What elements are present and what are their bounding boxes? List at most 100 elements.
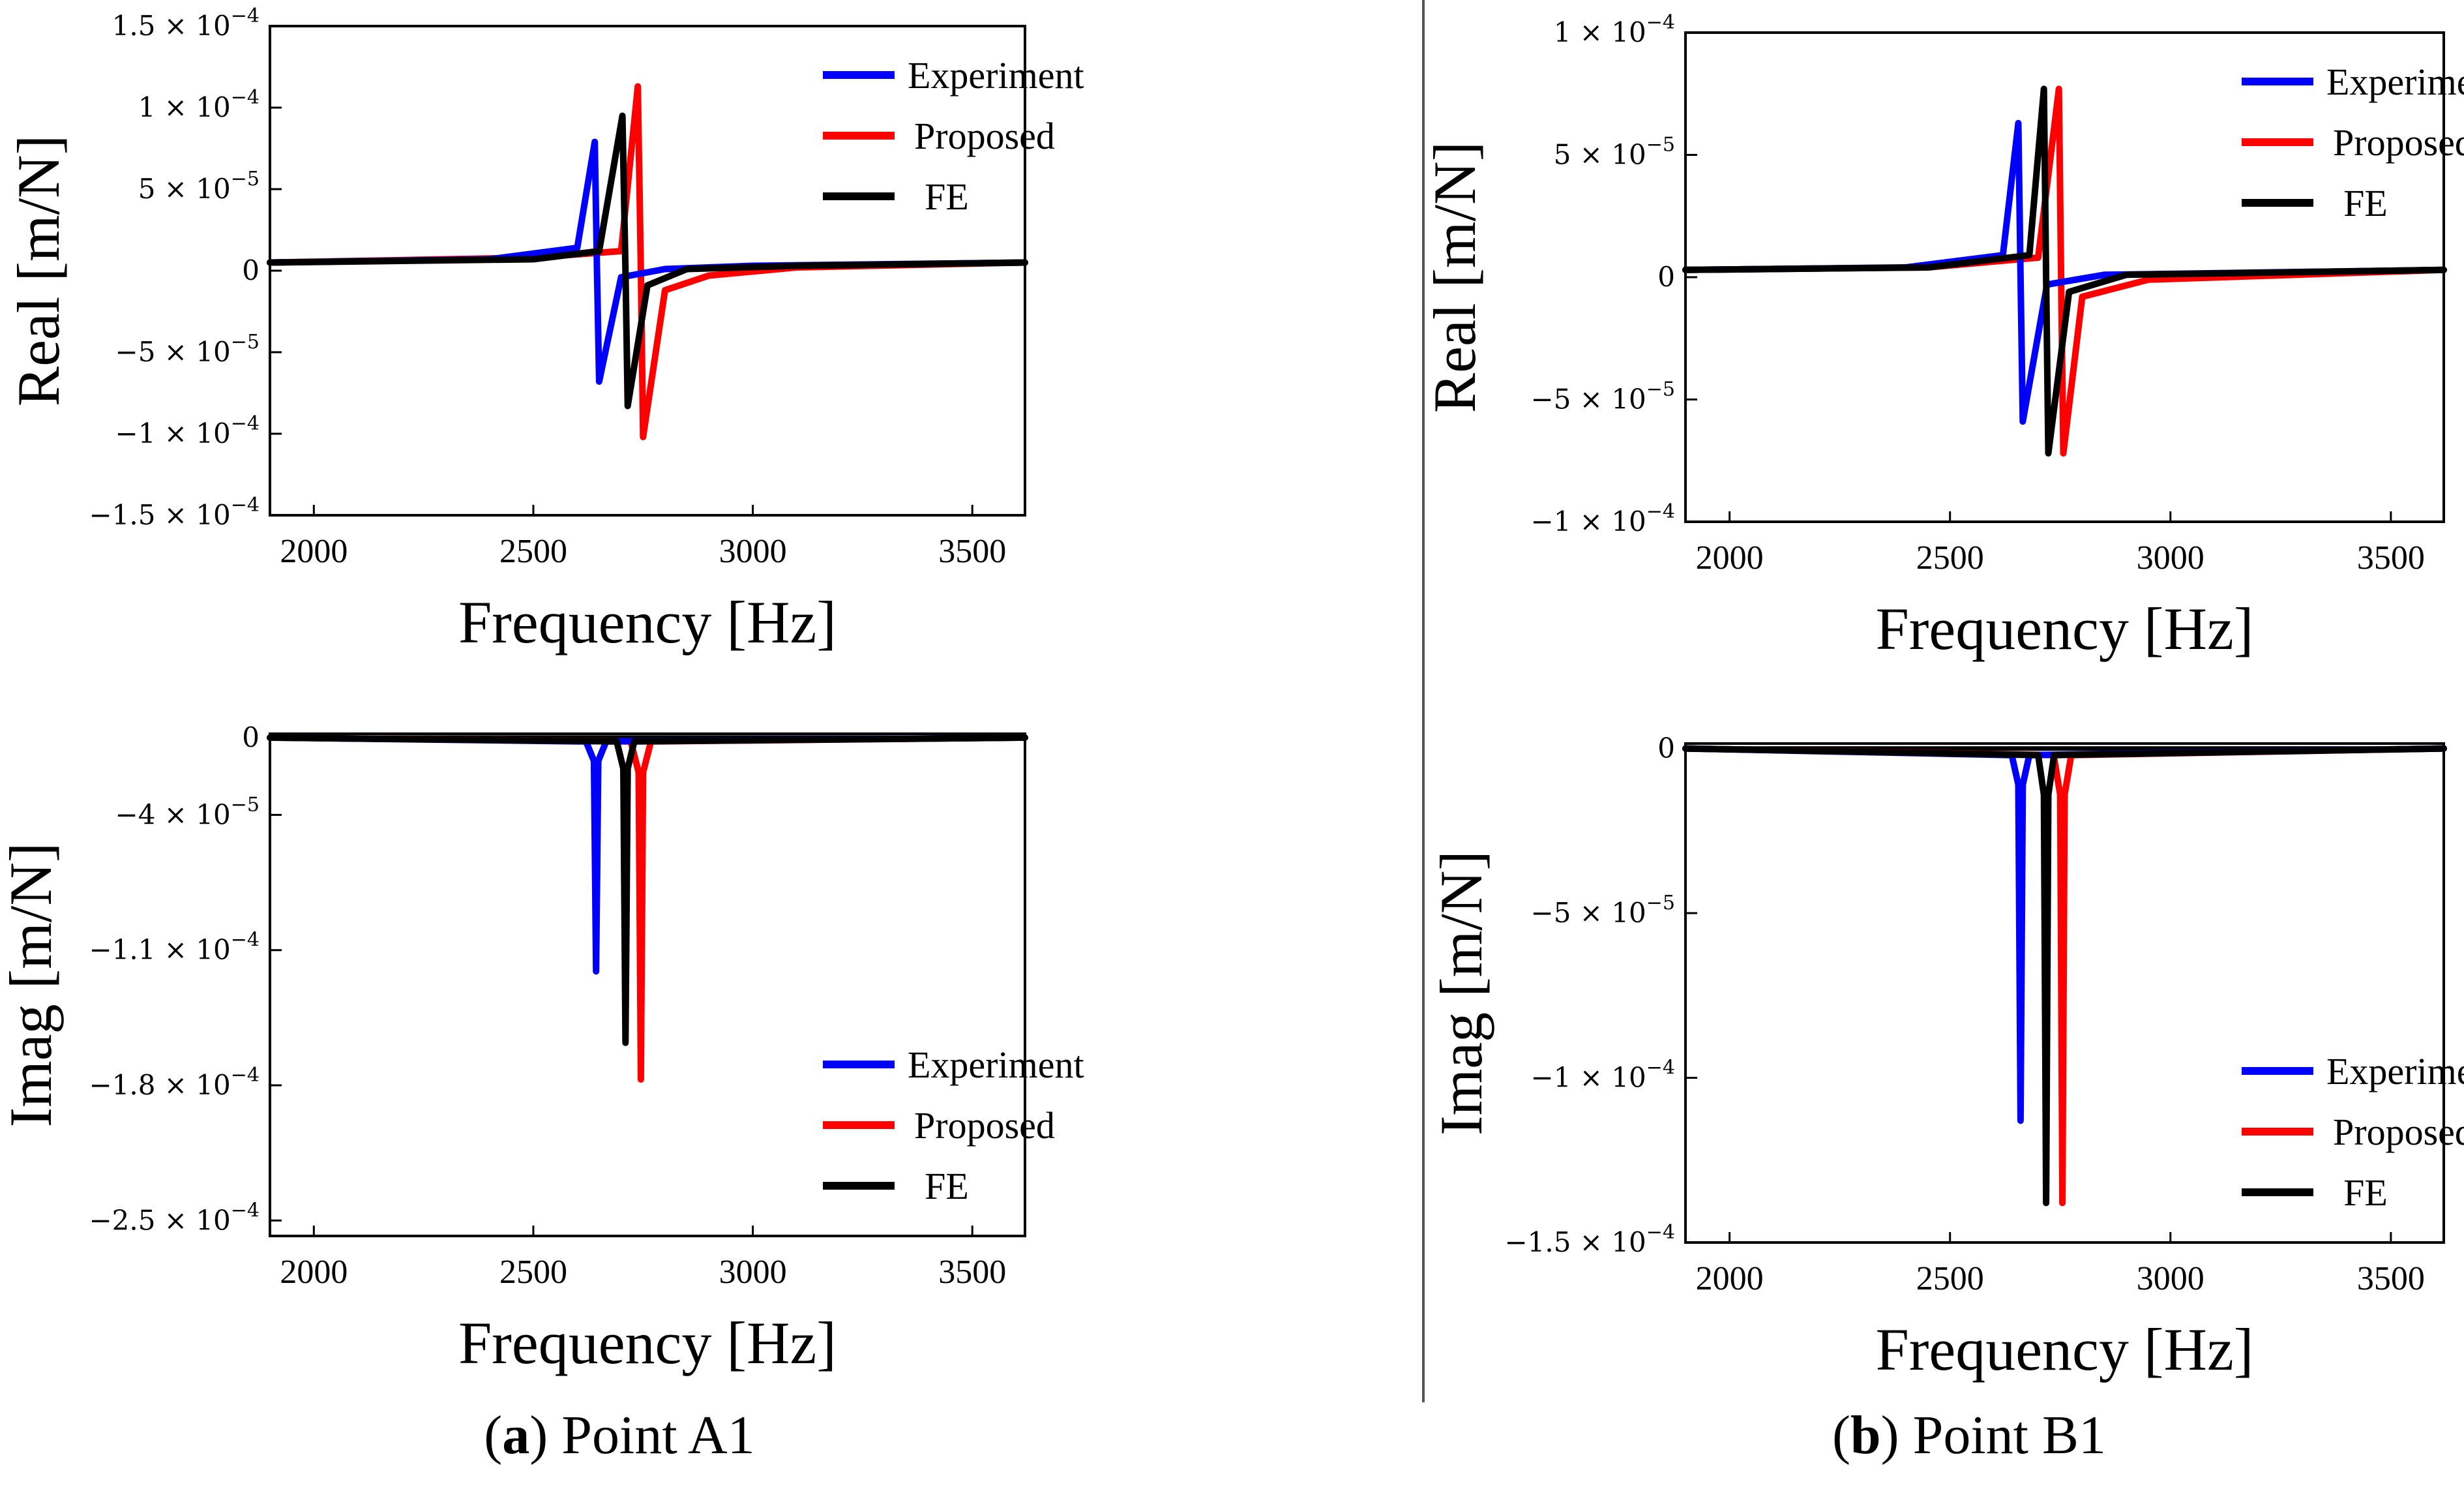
series-line-fe [1682, 745, 2447, 1207]
y-tick-mantissa: −1.5 × 10 [1504, 1226, 1646, 1258]
y-tick-label: 1 × 10−4 [1554, 11, 1675, 48]
series-line-proposed [267, 734, 1028, 1083]
y-tick-mantissa: 5 × 10 [138, 173, 231, 205]
caption-a-text: Point A1 [548, 1405, 754, 1466]
legend-label-fe: FE [2343, 182, 2388, 224]
x-tick-label: 3000 [719, 533, 787, 570]
y-tick-mantissa: 1 × 10 [138, 91, 231, 123]
y-tick-exponent: −4 [231, 1064, 260, 1087]
x-tick-label: 2500 [499, 1254, 567, 1291]
y-axis-label: Imag [m/N] [0, 843, 64, 1128]
x-axis-label: Frequency [Hz] [1876, 1316, 2254, 1383]
y-tick-label: 1 × 10−4 [138, 86, 260, 123]
x-tick-label: 2500 [499, 533, 567, 570]
legend-label-experiment: Experiment [2326, 1050, 2464, 1092]
y-tick-exponent: −4 [231, 929, 260, 952]
y-tick-exponent: −5 [1646, 134, 1675, 157]
y-tick-exponent: −4 [231, 86, 260, 109]
y-tick-mantissa: 1 × 10 [1554, 16, 1646, 48]
x-tick-label: 2000 [1696, 539, 1764, 577]
y-tick-mantissa: −1 × 10 [1531, 1062, 1646, 1094]
y-tick-label: −1.5 × 10−4 [89, 494, 260, 531]
y-tick-label: 0 [1657, 261, 1675, 293]
y-tick-label: 5 × 10−5 [1554, 134, 1675, 171]
x-axis-label: Frequency [Hz] [458, 1310, 837, 1376]
x-tick-label: 3000 [719, 1254, 787, 1291]
series-line-fe [1682, 85, 2447, 457]
y-tick-exponent: −4 [231, 1199, 260, 1222]
y-tick-label: 0 [242, 254, 260, 286]
y-tick-exponent: −5 [231, 168, 260, 190]
y-tick-label: −4 × 10−5 [115, 793, 260, 830]
y-tick-label: −5 × 10−5 [1531, 378, 1675, 415]
series-line-fe [267, 112, 1028, 410]
y-tick-label: −1.5 × 10−4 [1504, 1221, 1675, 1258]
y-tick-mantissa: 1.5 × 10 [112, 10, 231, 42]
y-axis-label: Imag [m/N] [1428, 851, 1494, 1136]
caption-a-paren-close: ) [529, 1405, 548, 1466]
caption-b-text: Point B1 [1899, 1405, 2106, 1466]
legend-label-proposed: Proposed [2333, 121, 2464, 164]
caption-a: (a) Point A1 [484, 1405, 754, 1466]
y-tick-mantissa: −2.5 × 10 [89, 1204, 230, 1236]
x-tick-label: 3500 [938, 533, 1006, 570]
x-axis-label: Frequency [Hz] [458, 589, 837, 655]
y-tick-exponent: −5 [231, 331, 260, 354]
y-tick-label: −1.8 × 10−4 [89, 1064, 260, 1101]
y-axis-label: Real [m/N] [5, 135, 72, 406]
y-tick-label: −5 × 10−5 [1531, 892, 1675, 929]
caption-a-label: a [502, 1405, 529, 1466]
y-axis-label: Real [m/N] [1421, 142, 1488, 413]
x-tick-label: 3000 [2137, 539, 2204, 577]
y-tick-exponent: −4 [1646, 1221, 1675, 1244]
y-tick-mantissa: 5 × 10 [1554, 139, 1646, 171]
y-tick-mantissa: −1.5 × 10 [89, 499, 230, 531]
chart-a_imag: 0−4 × 10−5−1.1 × 10−4−1.8 × 10−4−2.5 × 1… [0, 721, 1084, 1376]
y-tick-mantissa: −1 × 10 [115, 417, 231, 449]
legend-label-fe: FE [925, 1165, 969, 1207]
y-tick-label: 0 [242, 721, 260, 753]
plot-frame [269, 732, 1026, 1237]
y-tick-label: −5 × 10−5 [115, 331, 260, 368]
y-tick-mantissa: −1.8 × 10 [89, 1069, 230, 1101]
caption-b-label: b [1850, 1405, 1881, 1466]
x-axis-label: Frequency [Hz] [1876, 595, 2254, 662]
y-tick-exponent: −4 [231, 412, 260, 435]
series-line-fe [267, 734, 1028, 1046]
chart-a_real: 1.5 × 10−41 × 10−45 × 10−50−5 × 10−5−1 ×… [5, 5, 1084, 655]
y-tick-exponent: −4 [1646, 500, 1675, 523]
y-tick-mantissa: −4 × 10 [115, 798, 231, 830]
series-line-experiment [267, 734, 1028, 975]
x-tick-label: 2000 [1696, 1260, 1764, 1297]
y-tick-exponent: −4 [1646, 1057, 1675, 1079]
y-tick-exponent: −4 [1646, 11, 1675, 34]
y-tick-exponent: −5 [1646, 378, 1675, 401]
legend-label-proposed: Proposed [2333, 1111, 2464, 1153]
y-tick-exponent: −4 [231, 494, 260, 517]
legend-label-proposed: Proposed [914, 115, 1055, 157]
y-tick-exponent: −5 [231, 793, 260, 816]
y-tick-exponent: −5 [1646, 892, 1675, 914]
x-tick-label: 3500 [2357, 1260, 2425, 1297]
x-tick-label: 2500 [1916, 539, 1984, 577]
y-tick-label: 1.5 × 10−4 [112, 5, 260, 42]
y-tick-label: −1 × 10−4 [1531, 1057, 1675, 1094]
legend-label-experiment: Experiment [908, 54, 1084, 97]
legend-label-experiment: Experiment [908, 1044, 1084, 1086]
y-tick-label: −1 × 10−4 [1531, 500, 1675, 537]
y-tick-label: 0 [1657, 732, 1675, 764]
caption-b: (b) Point B1 [1832, 1405, 2106, 1466]
y-tick-label: 5 × 10−5 [138, 168, 260, 205]
x-tick-label: 3500 [2357, 539, 2425, 577]
x-tick-label: 3000 [2137, 1260, 2204, 1297]
charts-group: 1.5 × 10−41 × 10−45 × 10−50−5 × 10−5−1 ×… [0, 5, 2464, 1383]
y-tick-exponent: −4 [231, 5, 260, 27]
y-tick-mantissa: −1 × 10 [1531, 505, 1646, 537]
y-tick-label: −1.1 × 10−4 [89, 929, 260, 966]
y-tick-label: −1 × 10−4 [115, 412, 260, 449]
legend-label-experiment: Experiment [2326, 61, 2464, 103]
x-tick-label: 2000 [280, 1254, 348, 1291]
